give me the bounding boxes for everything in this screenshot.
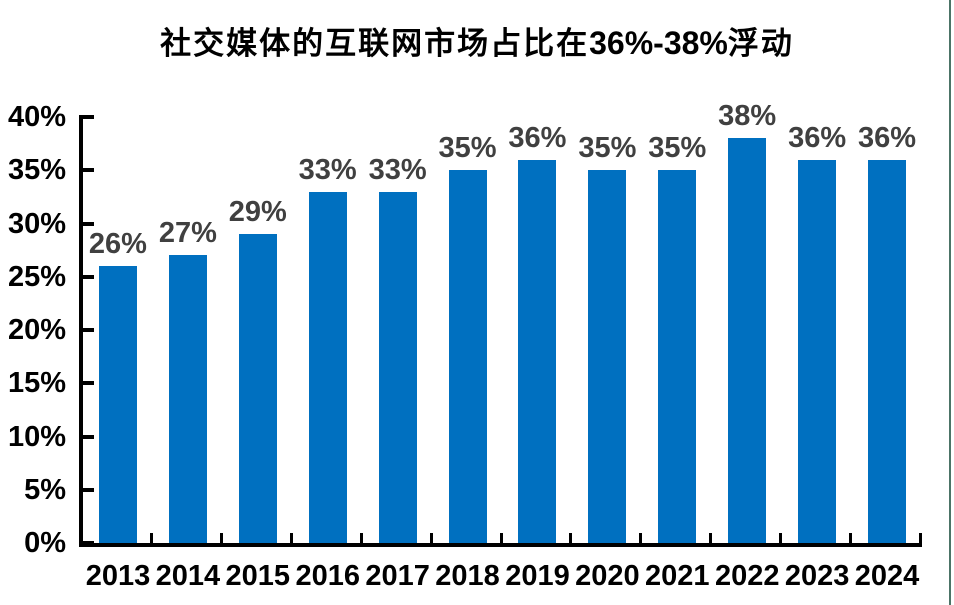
- chart-title-suffix: 浮动: [727, 26, 794, 61]
- bar-value-label: 33%: [368, 153, 427, 186]
- x-axis-tick: [709, 533, 713, 543]
- x-category-label: 2021: [645, 560, 710, 592]
- x-axis-tick: [779, 533, 783, 543]
- x-axis-tick: [569, 533, 573, 543]
- y-axis-tick: [83, 168, 94, 173]
- bar-2020: [588, 170, 627, 543]
- x-category-label: 2016: [295, 560, 360, 592]
- y-axis-tick: [83, 541, 94, 545]
- x-axis-tick: [849, 533, 853, 543]
- y-axis-tick: [83, 274, 94, 279]
- x-axis-tick: [359, 533, 363, 543]
- x-axis-tick: [499, 533, 503, 543]
- x-category-label: 2018: [435, 560, 500, 592]
- y-axis-tick: [83, 434, 94, 439]
- y-tick-label: 15%: [7, 367, 66, 400]
- x-category-label: 2015: [225, 560, 291, 592]
- y-tick-label: 25%: [7, 260, 66, 293]
- bar-value-label: 35%: [578, 132, 637, 165]
- x-category-label: 2019: [505, 560, 570, 592]
- y-tick-label: 40%: [7, 101, 66, 133]
- y-tick-label: 5%: [24, 473, 66, 506]
- chart-title-range: 36%-38%: [589, 25, 728, 61]
- x-category-label: 2020: [575, 560, 640, 592]
- bar-value-label: 36%: [788, 121, 847, 154]
- x-axis-tick: [149, 533, 153, 543]
- bar-value-label: 36%: [508, 121, 567, 154]
- bar-2023: [798, 159, 837, 543]
- bar-value-label: 35%: [648, 132, 707, 165]
- y-axis-tick: [83, 221, 94, 226]
- x-axis-tick: [219, 533, 223, 543]
- bar-value-label: 35%: [438, 132, 497, 165]
- chart-title: 社交媒体的互联网市场占比在36%-38%浮动: [0, 18, 954, 63]
- x-category-label: 2014: [155, 560, 221, 592]
- chart-title-prefix: 社交媒体的互联网市场占比在: [160, 26, 590, 61]
- y-axis-tick: [83, 328, 94, 332]
- y-tick-label: 0%: [24, 527, 66, 559]
- bar-value-label: 38%: [718, 100, 777, 133]
- bar-value-label: 29%: [228, 196, 287, 229]
- bar-2015: [238, 234, 277, 543]
- bar-value-label: 33%: [298, 153, 357, 186]
- x-axis-tick: [429, 533, 433, 543]
- bar-2018: [448, 170, 487, 543]
- bar-2014: [168, 255, 207, 543]
- bar-2021: [658, 170, 697, 543]
- bar-2013: [98, 266, 137, 543]
- bar-value-label: 27%: [158, 217, 217, 250]
- y-axis-tick: [83, 487, 94, 492]
- bar-value-label: 26%: [88, 228, 147, 261]
- bar-2017: [378, 191, 417, 543]
- y-tick-label: 30%: [7, 207, 66, 240]
- y-axis-tick: [83, 115, 94, 119]
- x-category-label: 2023: [784, 560, 850, 592]
- x-axis: [79, 543, 922, 547]
- y-tick-label: 10%: [7, 420, 66, 453]
- bar-2024: [868, 159, 907, 543]
- y-axis: [79, 115, 83, 547]
- x-category-label: 2024: [854, 560, 920, 592]
- x-axis-tick: [919, 533, 922, 543]
- bar-2016: [308, 191, 347, 543]
- y-tick-label: 20%: [7, 314, 66, 346]
- x-axis-tick: [289, 533, 293, 543]
- y-tick-label: 35%: [7, 154, 66, 187]
- bar-value-label: 36%: [858, 121, 917, 154]
- x-category-label: 2013: [85, 560, 151, 592]
- page-right-border-line: [949, 0, 951, 605]
- y-axis-tick: [83, 381, 94, 386]
- bar-2019: [518, 159, 557, 543]
- x-category-label: 2022: [714, 560, 780, 592]
- x-axis-tick: [639, 533, 643, 543]
- x-category-label: 2017: [365, 560, 430, 592]
- bar-2022: [728, 138, 767, 543]
